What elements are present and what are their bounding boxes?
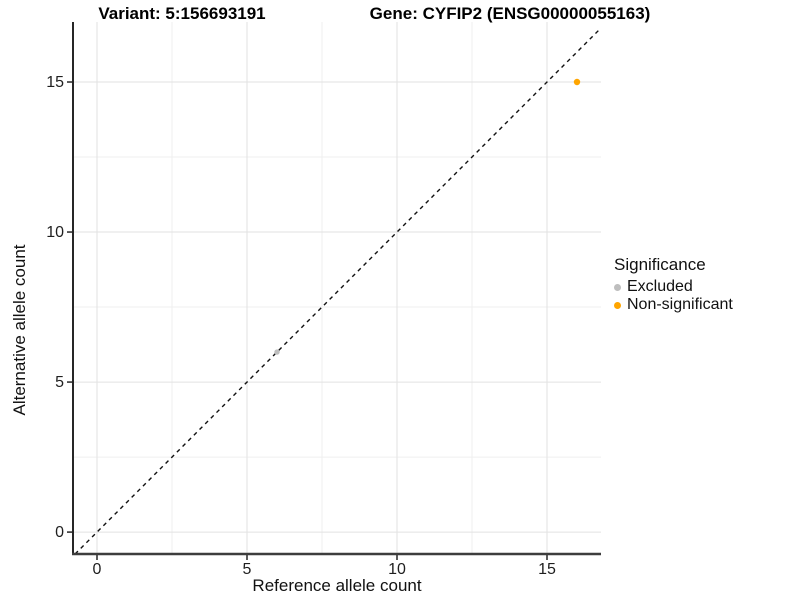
x-tick-label: 15 xyxy=(538,561,556,578)
legend-title: Significance xyxy=(614,255,706,274)
legend-item-excluded: Excluded xyxy=(614,278,733,296)
legend-label-non-significant: Non-significant xyxy=(627,296,733,313)
y-axis-title: Alternative allele count xyxy=(10,244,29,416)
legend-item-non-significant: Non-significant xyxy=(614,296,733,314)
plot-title-variant: Variant: 5:156693191 xyxy=(98,4,266,23)
y-tick-label: 0 xyxy=(55,524,64,541)
plot-title-gene: Gene: CYFIP2 (ENSG00000055163) xyxy=(369,4,651,23)
legend-key-dot-non-significant xyxy=(614,301,621,309)
data-point-excluded xyxy=(274,349,280,355)
data-point-non-significant xyxy=(573,78,581,86)
x-tick-label: 5 xyxy=(243,561,252,578)
y-tick-label: 15 xyxy=(46,74,64,91)
identity-reference-line xyxy=(74,27,602,555)
y-tick-label: 5 xyxy=(55,374,64,391)
legend-key-dot-excluded xyxy=(614,283,621,291)
x-axis-title: Reference allele count xyxy=(252,576,422,595)
legend: Significance Excluded Non-significant xyxy=(614,255,733,314)
y-tick-label: 10 xyxy=(46,224,64,241)
x-tick-label: 0 xyxy=(93,561,102,578)
legend-label-excluded: Excluded xyxy=(627,278,693,295)
x-tick-label: 10 xyxy=(388,561,406,578)
